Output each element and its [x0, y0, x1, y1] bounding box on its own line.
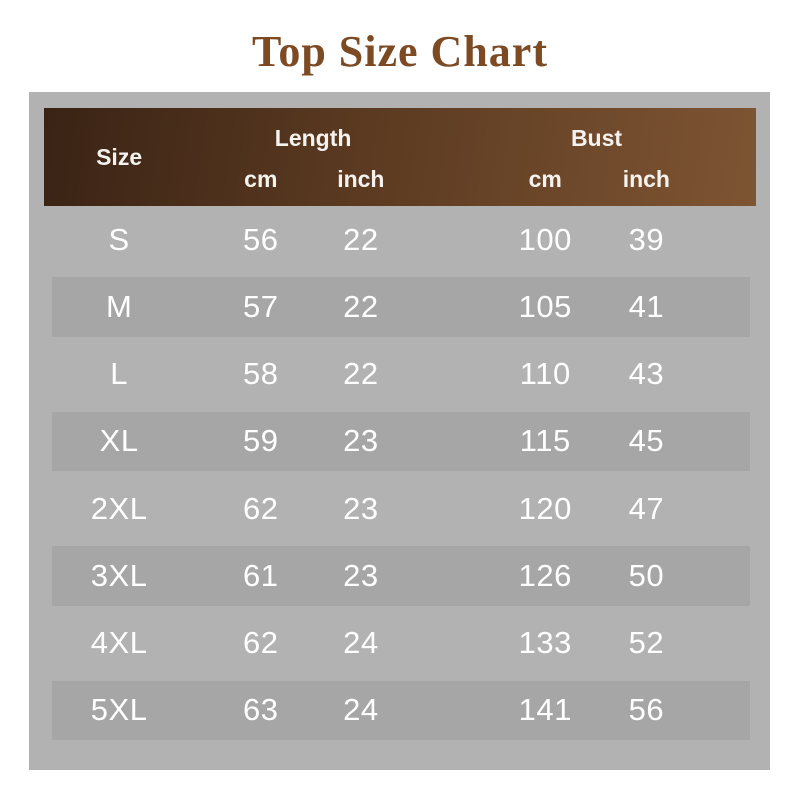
bust-cm-value: 105	[518, 288, 572, 324]
length-cm-value: 59	[243, 423, 279, 459]
bust-inch-value: 41	[628, 288, 665, 324]
size-value: L	[110, 356, 128, 392]
length-inch-value: 23	[343, 557, 379, 593]
bust-cm-value: 133	[518, 625, 572, 661]
length-inch-value: 23	[343, 490, 379, 526]
column-group-bust: Bust	[570, 125, 623, 151]
bust-inch-value: 39	[628, 221, 665, 257]
size-value: S	[108, 221, 130, 257]
length-inch-value: 24	[343, 625, 379, 661]
bust-inch-value: 43	[628, 356, 665, 392]
length-cm-value: 63	[243, 692, 279, 728]
size-value: XL	[99, 423, 139, 459]
size-value: 3XL	[90, 557, 148, 593]
table-row-s: S 56 22 100 39	[44, 206, 756, 273]
length-cm-value: 62	[243, 625, 279, 661]
bust-cm-value: 100	[518, 221, 572, 257]
bust-inch-value: 45	[628, 423, 665, 459]
column-group-length: Length	[274, 125, 352, 151]
bust-inch-value: 50	[628, 557, 665, 593]
length-inch-value: 22	[343, 356, 379, 392]
column-header-length-cm: cm	[244, 166, 278, 192]
table-row-l: L 58 22 110 43	[44, 341, 756, 408]
table-row-3xl: 3XL 61 23 126 50	[44, 542, 756, 609]
bust-inch-value: 56	[628, 692, 665, 728]
page-title: Top Size Chart	[252, 27, 548, 76]
length-inch-value: 24	[343, 692, 379, 728]
size-value: 2XL	[90, 490, 148, 526]
length-inch-value: 23	[343, 423, 379, 459]
column-header-bust-cm: cm	[528, 166, 562, 192]
bust-cm-value: 110	[519, 356, 571, 392]
table-row-4xl: 4XL 62 24 133 52	[44, 610, 756, 677]
length-inch-value: 22	[343, 288, 379, 324]
table-header: Size Length Bust cm inch cm inch	[44, 108, 756, 206]
bust-cm-value: 141	[518, 692, 572, 728]
table-body: S 56 22 100 39 M 57 22 105 41 L 58 22 11…	[44, 206, 756, 744]
bust-cm-value: 120	[518, 490, 572, 526]
length-cm-value: 58	[243, 356, 279, 392]
bust-cm-value: 115	[519, 423, 571, 459]
size-value: 4XL	[90, 625, 148, 661]
bust-inch-value: 47	[628, 490, 665, 526]
column-header-bust-inch: inch	[622, 166, 670, 192]
length-cm-value: 61	[243, 557, 279, 593]
column-header-length-inch: inch	[337, 166, 385, 192]
size-chart-panel: Size Length Bust cm inch cm inch S 56 22…	[29, 92, 770, 770]
size-value: M	[105, 288, 133, 324]
column-header-size: Size	[96, 143, 143, 170]
length-cm-value: 56	[243, 221, 279, 257]
length-inch-value: 22	[343, 221, 379, 257]
table-row-xl: XL 59 23 115 45	[44, 408, 756, 475]
bust-inch-value: 52	[628, 625, 665, 661]
length-cm-value: 62	[243, 490, 279, 526]
table-row-m: M 57 22 105 41	[44, 273, 756, 340]
length-cm-value: 57	[243, 288, 279, 324]
bust-cm-value: 126	[518, 557, 572, 593]
table-row-2xl: 2XL 62 23 120 47	[44, 475, 756, 542]
size-value: 5XL	[90, 692, 148, 728]
table-row-5xl: 5XL 63 24 141 56	[44, 677, 756, 744]
